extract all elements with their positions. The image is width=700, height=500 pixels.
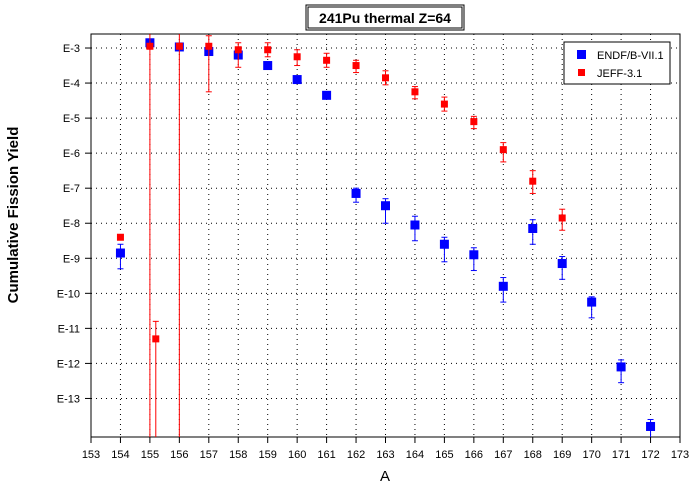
legend-label-jeff: JEFF-3.1 [597,68,642,80]
data-point [263,61,273,71]
title-box [305,4,465,31]
data-point [152,335,160,343]
data-point [528,223,538,233]
y-tick-label: E-8 [63,218,80,230]
title-box-inner [307,6,463,29]
y-axis-label: Cumulative Fission Yield [5,127,22,304]
legend-marker-endf [577,50,586,59]
data-point [382,74,389,82]
series-layer [115,34,656,437]
chart-title-text: 241Pu thermal Z=64 [319,10,451,26]
data-point [646,421,656,431]
x-tick-label: 162 [347,449,365,461]
data-point [322,90,332,100]
data-point [410,220,420,230]
x-tick-label: 173 [671,449,689,461]
x-tick-label: 161 [317,449,335,461]
y-tick-label: E-4 [63,78,80,90]
y-tick-label: E-3 [63,43,80,55]
x-tick-label: 166 [465,449,483,461]
legend-label-endf: ENDF/B-VII.1 [597,50,664,62]
data-point [470,118,478,126]
y-tick-label: E-11 [58,323,80,335]
data-point [558,214,566,222]
y-tick-label: E-6 [63,148,80,160]
x-tick-label: 165 [435,449,453,461]
x-tick-label: 153 [82,449,100,461]
axes: 153 154 155 156 157 158 159 160 161 162 163 164 165 1… [57,43,689,461]
y-tick-label: E-7 [63,183,80,195]
x-tick-label: 168 [524,449,542,461]
data-point [293,53,301,61]
data-point [175,42,183,50]
data-point [264,46,272,54]
x-tick-label: 155 [141,449,159,461]
data-point [323,56,331,64]
data-point [616,362,626,372]
data-point [352,62,360,70]
data-point [381,201,390,211]
data-point [557,259,567,269]
data-point [469,250,479,260]
data-point [529,177,537,185]
x-tick-label: 160 [288,449,306,461]
data-point [499,146,507,154]
x-tick-label: 158 [229,449,247,461]
data-point [205,42,213,50]
data-point [587,297,597,307]
x-tick-label: 171 [612,449,630,461]
x-tick-label: 167 [494,449,512,461]
data-point [351,188,361,198]
data-point [116,233,124,241]
x-axis-label: A [380,468,390,485]
x-tick-label: 156 [170,449,188,461]
y-tick-label: E-10 [57,288,80,300]
data-point [439,239,449,249]
data-point [498,281,508,291]
data-point [146,42,154,50]
legend-box [563,41,671,85]
x-tick-label: 164 [406,449,424,461]
x-tick-label: 170 [582,449,600,461]
y-tick-label: E-9 [63,253,80,265]
data-point [234,46,242,54]
x-tick-label: 157 [200,449,218,461]
x-tick-label: 169 [553,449,571,461]
y-tick-label: E-12 [57,358,80,370]
data-point [411,88,419,96]
legend-marker-jeff [578,69,585,76]
x-tick-label: 159 [259,449,277,461]
chart-title: 241Pu thermal Z=64 [305,4,465,31]
x-tick-label: 154 [111,449,129,461]
x-tick-label: 172 [641,449,659,461]
legend: ENDF/B-VII.1 JEFF-3.1 [563,41,671,85]
y-tick-label: E-13 [57,393,80,405]
x-tick-label: 163 [376,449,394,461]
data-point [115,248,125,258]
data-point [292,75,302,85]
data-point [440,100,448,108]
y-tick-label: E-5 [63,113,80,125]
